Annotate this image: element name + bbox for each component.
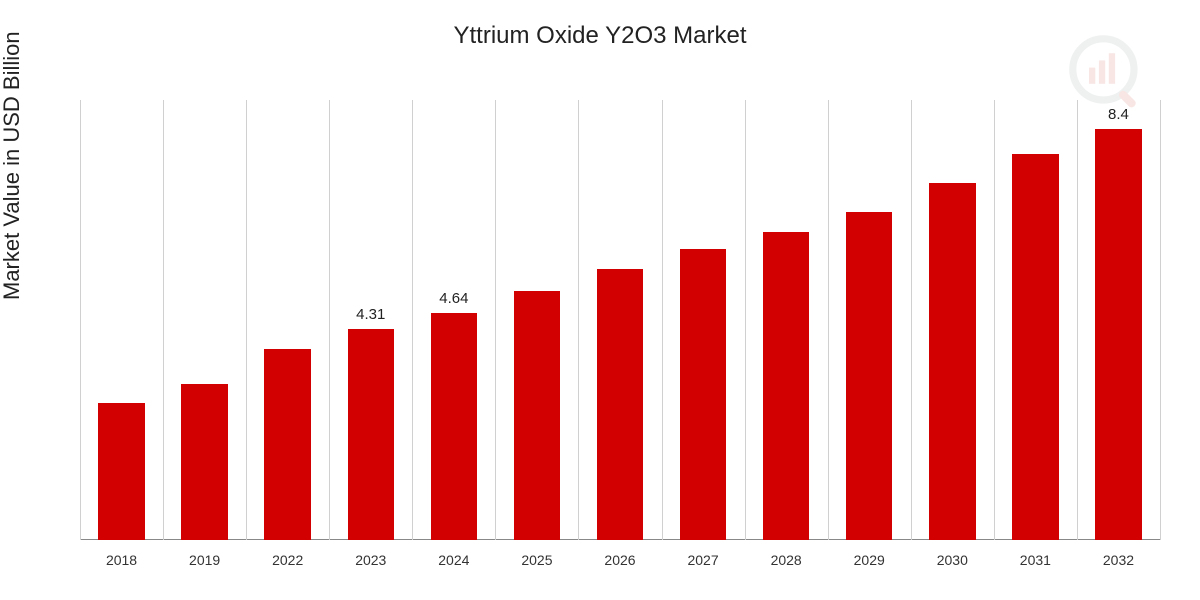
- bar: [348, 329, 395, 540]
- grid-line: [412, 100, 413, 540]
- bar: [597, 269, 644, 540]
- x-tick-label: 2025: [521, 552, 552, 568]
- grid-line: [994, 100, 995, 540]
- grid-line: [80, 100, 81, 540]
- bar: [264, 349, 311, 540]
- bar: [181, 384, 228, 540]
- grid-line: [163, 100, 164, 540]
- x-tick-label: 2026: [604, 552, 635, 568]
- chart-container: Yttrium Oxide Y2O3 Market Market Value i…: [0, 0, 1200, 600]
- bar: [1012, 154, 1059, 540]
- grid-line: [662, 100, 663, 540]
- y-axis-label: Market Value in USD Billion: [0, 31, 25, 300]
- grid-line: [329, 100, 330, 540]
- grid-line: [578, 100, 579, 540]
- x-tick-label: 2023: [355, 552, 386, 568]
- bar: [680, 249, 727, 540]
- x-tick-label: 2030: [937, 552, 968, 568]
- x-tick-label: 2028: [771, 552, 802, 568]
- bar-value-label: 8.4: [1108, 106, 1129, 123]
- x-tick-label: 2032: [1103, 552, 1134, 568]
- grid-line: [911, 100, 912, 540]
- bar: [763, 232, 810, 540]
- x-tick-label: 2031: [1020, 552, 1051, 568]
- bar-value-label: 4.31: [356, 306, 385, 323]
- bar: [514, 291, 561, 540]
- x-tick-label: 2029: [854, 552, 885, 568]
- grid-line: [1160, 100, 1161, 540]
- bar: [929, 183, 976, 540]
- chart-title: Yttrium Oxide Y2O3 Market: [0, 22, 1200, 50]
- grid-line: [495, 100, 496, 540]
- grid-line: [1077, 100, 1078, 540]
- x-tick-label: 2022: [272, 552, 303, 568]
- bar: [431, 313, 478, 540]
- x-tick-label: 2018: [106, 552, 137, 568]
- grid-line: [745, 100, 746, 540]
- grid-line: [246, 100, 247, 540]
- bar: [1095, 129, 1142, 540]
- x-tick-label: 2019: [189, 552, 220, 568]
- bar: [98, 403, 145, 540]
- x-tick-label: 2027: [687, 552, 718, 568]
- bar: [846, 212, 893, 540]
- bar-value-label: 4.64: [439, 290, 468, 307]
- plot-area: 20182019202220234.3120244.64202520262027…: [80, 100, 1160, 540]
- x-tick-label: 2024: [438, 552, 469, 568]
- grid-line: [828, 100, 829, 540]
